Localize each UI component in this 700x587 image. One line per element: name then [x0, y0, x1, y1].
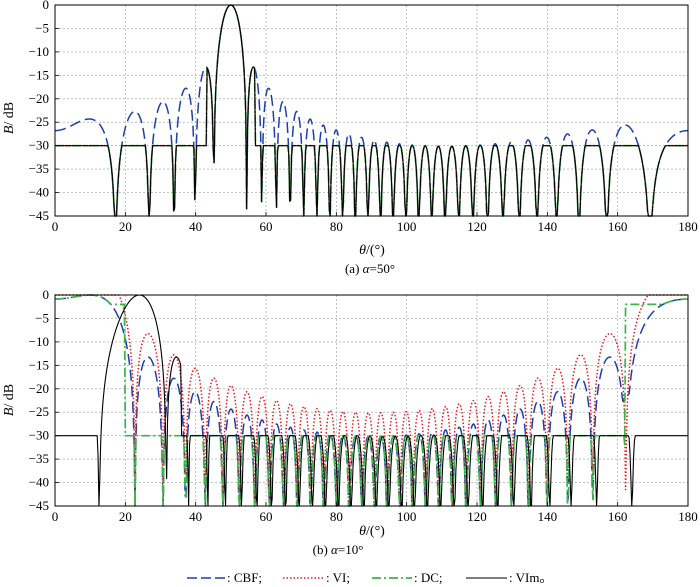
caption-a: (a) α=50°	[345, 261, 395, 276]
y-tick-label: −5	[35, 20, 49, 35]
x-tick-label: 60	[260, 219, 273, 234]
y-tick-label: −20	[29, 91, 49, 106]
panel-a: 0 20 40 60 80 100 120 140 160 180 0 −5 −10 −15 −20 −25 −…	[2, 0, 698, 276]
ticks-b: 0 20 40 60 80 100 120 140 160 180 0 −5 −10 −15 −20 −25 −…	[29, 287, 698, 524]
y-tick-label: −40	[29, 185, 49, 200]
legend: : CBF; : VI; : DC; : VIm。	[187, 570, 552, 585]
y-tick-label: −40	[29, 475, 49, 490]
x-tick-label: 20	[119, 509, 132, 524]
x-tick-label: 20	[119, 219, 132, 234]
x-tick-label: 80	[330, 509, 343, 524]
legend-label-cbf: : CBF;	[227, 570, 262, 585]
legend-item-vim: : VIm。	[466, 570, 552, 585]
plot-frame-a	[54, 4, 689, 217]
x-tick-label: 120	[467, 219, 487, 234]
legend-label-dc: : DC;	[414, 570, 443, 585]
ylabel-b: B/ dB	[2, 384, 17, 416]
y-tick-label: −15	[29, 67, 49, 82]
x-tick-label: 120	[467, 509, 487, 524]
x-tick-label: 40	[189, 509, 202, 524]
x-tick-label: 140	[538, 509, 558, 524]
y-tick-label: −35	[29, 161, 49, 176]
y-tick-label: −25	[29, 404, 49, 419]
legend-item-vi: : VI;	[283, 570, 350, 585]
x-tick-label: 0	[52, 219, 59, 234]
series-line-vim	[55, 294, 688, 507]
series-line-vim	[55, 4, 688, 217]
ylabel-a: B/ dB	[2, 102, 17, 134]
y-tick-label: −30	[29, 428, 49, 443]
y-tick-label: −35	[29, 451, 49, 466]
legend-label-vim: : VIm。	[509, 570, 552, 585]
y-tick-label: −20	[29, 381, 49, 396]
y-tick-label: −15	[29, 357, 49, 372]
x-tick-label: 0	[52, 509, 59, 524]
x-tick-label: 160	[608, 219, 628, 234]
x-tick-label: 140	[538, 219, 558, 234]
x-tick-label: 160	[608, 509, 628, 524]
x-tick-label: 100	[397, 219, 417, 234]
x-tick-label: 80	[330, 219, 343, 234]
series-group-b	[55, 294, 689, 507]
y-tick-label: −30	[29, 138, 49, 153]
y-tick-label: −10	[29, 44, 49, 59]
xlabel-b: θ/(°)	[359, 524, 385, 539]
legend-label-vi: : VI;	[326, 570, 350, 585]
y-tick-label: −45	[29, 498, 49, 513]
x-tick-label: 100	[397, 509, 417, 524]
series-group-a	[54, 4, 689, 217]
caption-b: (b) α=10°	[313, 542, 364, 557]
y-tick-label: 0	[43, 287, 50, 302]
plot-frame-b	[54, 294, 689, 507]
x-tick-label: 60	[260, 509, 273, 524]
y-tick-label: −5	[35, 310, 49, 325]
legend-item-cbf: : CBF;	[187, 570, 262, 585]
xlabel-a: θ/(°)	[359, 243, 385, 258]
x-tick-label: 180	[678, 509, 698, 524]
x-tick-label: 40	[189, 219, 202, 234]
y-tick-label: −25	[29, 114, 49, 129]
x-tick-label: 180	[678, 219, 698, 234]
legend-item-dc: : DC;	[372, 570, 443, 585]
series-line-cbf	[54, 4, 689, 217]
series-line-vi	[55, 294, 688, 507]
series-line-cbf	[55, 294, 689, 507]
y-tick-label: −10	[29, 334, 49, 349]
ticks-a: 0 20 40 60 80 100 120 140 160 180 0 −5 −10 −15 −20 −25 −…	[29, 0, 698, 234]
panel-b: 0 20 40 60 80 100 120 140 160 180 0 −5 −10 −15 −20 −25 −…	[2, 287, 698, 557]
y-tick-label: 0	[43, 0, 50, 12]
y-tick-label: −45	[29, 208, 49, 223]
